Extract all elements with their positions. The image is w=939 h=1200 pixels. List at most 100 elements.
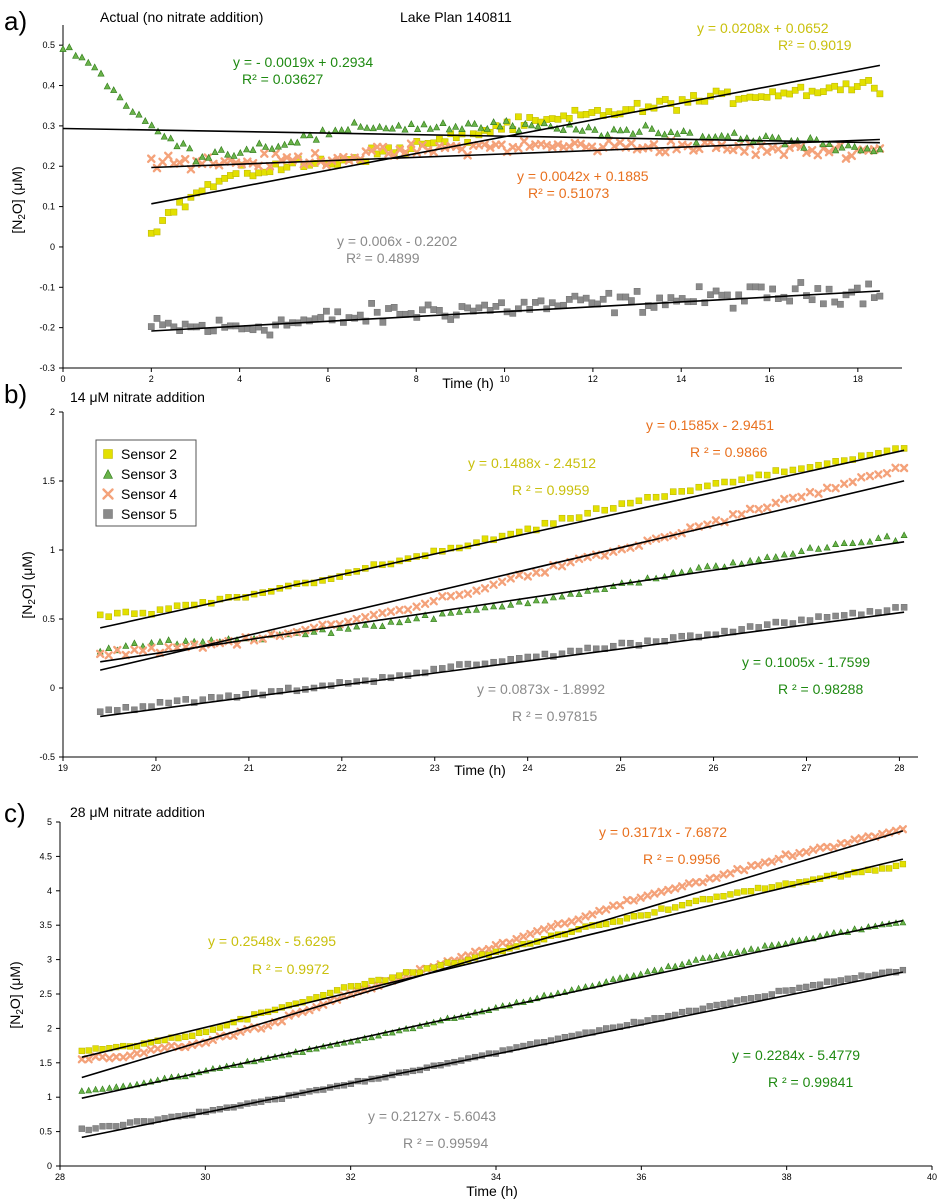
r2-b-sensor3: R ² = 0.98288 <box>778 681 863 697</box>
data-point-sensor3 <box>395 121 403 129</box>
data-point-sensor3 <box>154 127 162 135</box>
data-point-sensor2 <box>673 107 680 114</box>
x-tick-label: 23 <box>430 763 440 773</box>
data-point-sensor2 <box>623 915 631 922</box>
data-point-sensor2 <box>473 539 480 546</box>
legend-label-sensor3: Sensor 3 <box>121 466 177 482</box>
data-point-sensor5 <box>379 318 387 326</box>
data-point-sensor4 <box>588 910 597 919</box>
data-point-sensor2 <box>221 175 229 182</box>
data-point-sensor4 <box>119 1053 128 1062</box>
x-tick-label: 19 <box>58 763 68 773</box>
data-point-sensor5 <box>701 299 709 307</box>
data-point-sensor5 <box>786 297 793 305</box>
y-tick-label: 0.3 <box>42 121 55 131</box>
data-point-sensor3 <box>797 547 805 555</box>
data-point-sensor2 <box>571 106 579 114</box>
data-point-sensor3 <box>414 125 422 132</box>
data-point-sensor2 <box>609 918 617 925</box>
data-point-sensor5 <box>439 665 446 672</box>
data-point-sensor5 <box>757 283 765 291</box>
data-point-sensor4 <box>130 645 139 654</box>
data-point-sensor5 <box>190 699 198 706</box>
trendline-sensor4 <box>81 830 904 1079</box>
data-point-sensor5 <box>567 647 574 655</box>
data-point-sensor5 <box>424 301 432 309</box>
data-point-sensor3 <box>651 966 658 974</box>
data-point-sensor2 <box>204 181 212 188</box>
data-point-sensor2 <box>644 911 651 919</box>
trendline-sensor3 <box>81 919 904 1099</box>
data-point-sensor2 <box>567 515 574 522</box>
data-point-sensor5 <box>277 316 285 324</box>
data-point-sensor4 <box>138 646 148 655</box>
data-point-sensor3 <box>376 122 384 130</box>
data-point-sensor3 <box>558 592 566 600</box>
data-point-sensor2 <box>859 79 867 86</box>
data-point-sensor5 <box>815 613 822 620</box>
data-point-sensor4 <box>719 870 728 879</box>
data-point-sensor3 <box>870 147 878 155</box>
data-point-sensor3 <box>642 121 650 129</box>
data-point-sensor3 <box>532 596 540 604</box>
data-point-sensor2 <box>757 93 765 101</box>
data-point-sensor2 <box>168 1034 175 1041</box>
data-point-sensor4 <box>774 854 783 863</box>
data-point-sensor2 <box>695 483 703 491</box>
trendline-sensor2 <box>151 64 881 205</box>
data-point-sensor4 <box>113 645 122 655</box>
data-point-sensor3 <box>483 124 491 132</box>
x-tick-label: 40 <box>927 1172 937 1182</box>
data-point-sensor4 <box>139 1048 148 1057</box>
data-point-sensor2 <box>210 183 217 191</box>
data-point-sensor3 <box>630 971 638 979</box>
data-point-sensor5 <box>537 297 545 305</box>
data-point-sensor2 <box>741 94 748 102</box>
data-point-sensor4 <box>485 143 495 152</box>
data-point-sensor5 <box>603 1025 610 1032</box>
data-point-sensor2 <box>706 896 713 903</box>
data-point-sensor5 <box>616 293 624 301</box>
data-point-sensor3 <box>347 1038 355 1045</box>
eq-a-sensor2: y = 0.0208x + 0.0652 <box>697 20 829 36</box>
data-point-sensor3 <box>815 545 822 552</box>
data-point-sensor2 <box>423 965 430 972</box>
data-point-sensor4 <box>691 878 700 887</box>
data-point-sensor2 <box>122 608 130 616</box>
data-point-sensor5 <box>105 706 112 714</box>
data-point-sensor5 <box>599 295 607 303</box>
trendline-sensor3 <box>62 127 880 144</box>
data-point-sensor3 <box>382 124 390 132</box>
data-point-sensor5 <box>899 966 907 974</box>
data-point-sensor4 <box>260 149 269 158</box>
data-point-sensor4 <box>864 832 873 841</box>
data-point-sensor4 <box>899 463 909 473</box>
data-point-sensor4 <box>600 551 609 560</box>
x-tick-label: 28 <box>894 763 904 773</box>
data-point-sensor5 <box>870 294 878 301</box>
data-point-sensor5 <box>695 283 703 291</box>
data-point-sensor5 <box>782 987 789 994</box>
data-point-sensor4 <box>164 643 173 652</box>
data-point-sensor4 <box>455 590 464 600</box>
data-point-sensor3 <box>344 624 352 632</box>
data-point-sensor2 <box>437 962 444 969</box>
data-point-sensor4 <box>816 843 825 852</box>
data-point-sensor5 <box>242 690 249 698</box>
data-point-sensor4 <box>728 145 738 155</box>
data-point-sensor3 <box>458 125 466 132</box>
data-point-sensor5 <box>311 315 319 323</box>
data-point-sensor3 <box>521 119 529 127</box>
data-point-sensor4 <box>553 920 562 929</box>
data-point-sensor3 <box>122 101 130 109</box>
data-point-sensor4 <box>712 873 721 882</box>
data-point-sensor3 <box>236 148 244 156</box>
data-point-sensor3 <box>857 538 865 546</box>
data-point-sensor3 <box>534 122 542 130</box>
data-point-sensor4 <box>463 589 473 598</box>
data-point-sensor4 <box>850 835 859 844</box>
data-point-sensor2 <box>592 505 600 512</box>
data-point-sensor4 <box>153 1044 162 1053</box>
data-point-sensor3 <box>370 622 378 629</box>
x-tick-label: 24 <box>523 763 533 773</box>
